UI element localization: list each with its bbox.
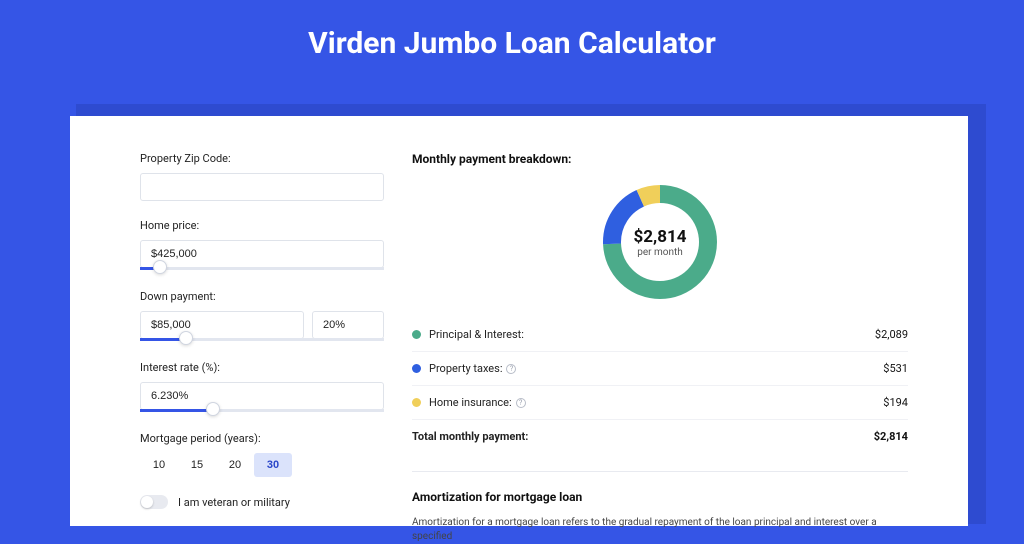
breakdown-column: Monthly payment breakdown: $2,814 per mo…	[412, 152, 908, 526]
legend-amount: $2,089	[875, 328, 908, 341]
info-icon[interactable]: ?	[506, 364, 516, 374]
home-price-label: Home price:	[140, 219, 384, 232]
down-payment-group: Down payment:	[140, 290, 384, 339]
legend-dot-icon	[412, 364, 421, 373]
legend-dot-icon	[412, 330, 421, 339]
legend-label: Property taxes:?	[429, 362, 883, 375]
breakdown-title: Monthly payment breakdown:	[412, 152, 908, 166]
donut-chart: $2,814 per month	[598, 180, 722, 304]
interest-rate-input[interactable]	[140, 382, 384, 410]
donut-center-sub: per month	[637, 247, 683, 258]
home-price-slider-track[interactable]	[140, 267, 384, 270]
legend-amount: $194	[883, 396, 908, 409]
interest-rate-group: Interest rate (%):	[140, 361, 384, 410]
amortization-section: Amortization for mortgage loan Amortizat…	[412, 471, 908, 544]
home-price-group: Home price:	[140, 219, 384, 268]
veteran-label: I am veteran or military	[178, 496, 290, 509]
zip-field-group: Property Zip Code:	[140, 152, 384, 201]
interest-rate-label: Interest rate (%):	[140, 361, 384, 374]
donut-center: $2,814 per month	[598, 180, 722, 304]
veteran-toggle[interactable]	[140, 495, 168, 509]
page-title: Virden Jumbo Loan Calculator	[0, 0, 1024, 85]
legend-dot-icon	[412, 398, 421, 407]
total-amount: $2,814	[874, 430, 908, 443]
legend-row: Principal & Interest:$2,089	[412, 318, 908, 352]
calculator-card: Property Zip Code: Home price: Down paym…	[70, 116, 968, 526]
mortgage-period-group: Mortgage period (years): 10152030	[140, 432, 384, 477]
down-payment-label: Down payment:	[140, 290, 384, 303]
total-row: Total monthly payment: $2,814	[412, 420, 908, 453]
zip-label: Property Zip Code:	[140, 152, 384, 165]
total-label: Total monthly payment:	[412, 430, 874, 443]
interest-rate-slider-thumb[interactable]	[206, 402, 220, 416]
veteran-toggle-row: I am veteran or military	[140, 495, 384, 509]
down-payment-percent-input[interactable]	[312, 311, 384, 339]
amortization-text: Amortization for a mortgage loan refers …	[412, 516, 908, 544]
legend-label: Principal & Interest:	[429, 328, 875, 341]
donut-chart-wrap: $2,814 per month	[412, 180, 908, 304]
legend-row: Home insurance:?$194	[412, 386, 908, 420]
info-icon[interactable]: ?	[516, 398, 526, 408]
home-price-slider-thumb[interactable]	[153, 260, 167, 274]
mortgage-period-label: Mortgage period (years):	[140, 432, 384, 445]
legend-label: Home insurance:?	[429, 396, 883, 409]
legend-row: Property taxes:?$531	[412, 352, 908, 386]
down-payment-amount-input[interactable]	[140, 311, 304, 339]
zip-input[interactable]	[140, 173, 384, 201]
mortgage-period-option-30[interactable]: 30	[254, 453, 292, 477]
home-price-input[interactable]	[140, 240, 384, 268]
form-column: Property Zip Code: Home price: Down paym…	[140, 152, 384, 526]
mortgage-period-option-10[interactable]: 10	[140, 453, 178, 477]
down-payment-slider-thumb[interactable]	[179, 331, 193, 345]
amortization-title: Amortization for mortgage loan	[412, 490, 908, 504]
interest-rate-slider-fill	[140, 409, 213, 412]
mortgage-period-option-15[interactable]: 15	[178, 453, 216, 477]
donut-center-value: $2,814	[634, 227, 687, 247]
mortgage-period-option-20[interactable]: 20	[216, 453, 254, 477]
mortgage-period-options: 10152030	[140, 453, 384, 477]
legend-amount: $531	[883, 362, 908, 375]
